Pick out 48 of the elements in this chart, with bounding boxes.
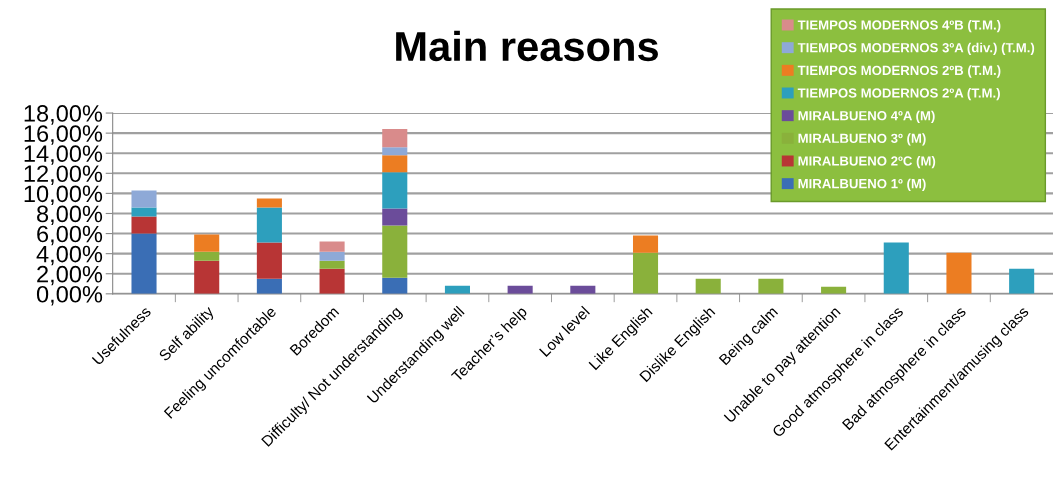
bar <box>131 190 157 208</box>
bar <box>758 278 784 294</box>
bar <box>382 172 408 209</box>
y-tick-label: 2,00% <box>37 265 103 286</box>
bar <box>256 198 282 208</box>
bar <box>946 252 972 294</box>
y-tick-label: 10,00% <box>24 185 103 205</box>
legend-label: TIEMPOS MODERNOS 2ºB (T.M.) <box>797 65 1001 78</box>
y-tick-label: 18,00% <box>24 105 103 125</box>
y-tick-label: 0,00% <box>36 285 103 306</box>
y-tick-label: 6,00% <box>37 225 103 246</box>
bar <box>382 225 408 278</box>
bar <box>256 242 282 279</box>
legend-label: TIEMPOS MODERNOS 4ºB (T.M.) <box>797 20 1001 33</box>
legend-label: TIEMPOS MODERNOS 3ºA (div.) (T.M.) <box>797 42 1035 55</box>
y-tick-label: 12,00% <box>24 165 103 185</box>
bar <box>319 268 345 294</box>
bar <box>695 278 721 294</box>
bar <box>131 207 157 217</box>
bar <box>194 234 220 252</box>
bar <box>382 147 408 156</box>
bar <box>131 233 157 294</box>
legend-label: TIEMPOS MODERNOS 2ºA (T.M.) <box>797 87 1000 101</box>
bar <box>319 241 345 252</box>
bar <box>194 260 220 294</box>
legend-label: MIRALBUENO 2ºC (M) <box>798 155 936 169</box>
bar <box>382 129 408 148</box>
bar <box>1009 268 1035 294</box>
legend-label: MIRALBUENO 3º (M) <box>798 133 926 146</box>
bar <box>194 251 220 261</box>
bar <box>319 251 345 261</box>
bar <box>382 277 408 294</box>
chart-title: Main reasons <box>396 30 658 62</box>
bar <box>883 242 909 294</box>
bar <box>256 207 282 243</box>
bar <box>382 208 408 226</box>
y-tick-label: 14,00% <box>24 145 103 165</box>
y-tick-label: 16,00% <box>24 125 103 145</box>
y-tick-label: 4,00% <box>36 245 103 266</box>
legend-label: MIRALBUENO 1º (M) <box>798 178 926 191</box>
bar <box>319 260 345 269</box>
bar <box>256 278 282 294</box>
legend-label: MIRALBUENO 4ºA (M) <box>798 110 935 123</box>
bar <box>382 155 408 173</box>
bar <box>632 252 659 294</box>
bar <box>632 235 659 253</box>
y-tick-label: 8,00% <box>37 205 103 226</box>
bar <box>131 216 157 234</box>
